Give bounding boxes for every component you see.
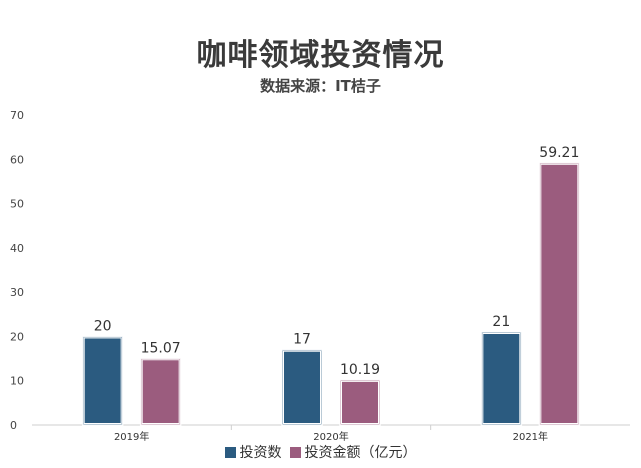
data-label: 17 bbox=[293, 332, 311, 348]
legend-label-amount: 投资金额（亿元） bbox=[304, 445, 417, 461]
data-label: 15.07 bbox=[141, 340, 181, 356]
legend-item-count: 投资数 bbox=[224, 442, 282, 462]
bar-amount bbox=[139, 357, 182, 426]
data-label: 20 bbox=[94, 318, 112, 334]
legend-label-count: 投资数 bbox=[239, 445, 282, 461]
bar-inner-border bbox=[482, 333, 521, 424]
chart-subtitle: 数据来源：IT桔子 bbox=[260, 77, 381, 95]
x-tick-label: 2020年 bbox=[313, 430, 348, 443]
legend-swatch-count bbox=[224, 446, 236, 458]
bar-inner-border bbox=[283, 350, 321, 425]
data-label: 10.19 bbox=[340, 362, 380, 378]
x-tick-label: 2019年 bbox=[114, 430, 149, 443]
bar-inner-border bbox=[540, 163, 579, 425]
y-tick-label: 50 bbox=[10, 198, 24, 211]
bar-inner-border bbox=[141, 359, 180, 424]
y-tick-label: 70 bbox=[10, 109, 24, 122]
y-tick-label: 10 bbox=[10, 375, 24, 388]
bar-count bbox=[81, 335, 124, 426]
legend-item-amount: 投资金额（亿元） bbox=[289, 442, 417, 462]
bar-amount bbox=[339, 379, 381, 426]
y-tick-label: 20 bbox=[10, 330, 24, 343]
bar-count bbox=[281, 348, 323, 426]
bar-inner-border bbox=[83, 337, 122, 424]
bar-inner-border bbox=[341, 380, 379, 425]
bar-count bbox=[480, 331, 523, 426]
bar-amount bbox=[538, 162, 581, 426]
y-tick-label: 60 bbox=[10, 153, 24, 166]
y-tick-label: 40 bbox=[10, 242, 24, 255]
y-tick-label: 30 bbox=[10, 286, 24, 299]
legend-swatch-amount bbox=[289, 446, 301, 458]
y-tick-label: 0 bbox=[10, 419, 17, 432]
x-tick-label: 2021年 bbox=[513, 430, 548, 443]
chart-title: 咖啡领域投资情况 bbox=[196, 38, 445, 73]
data-label: 21 bbox=[492, 314, 510, 330]
data-label: 59.21 bbox=[539, 145, 579, 161]
legend: 投资数 投资金额（亿元） bbox=[0, 442, 641, 462]
